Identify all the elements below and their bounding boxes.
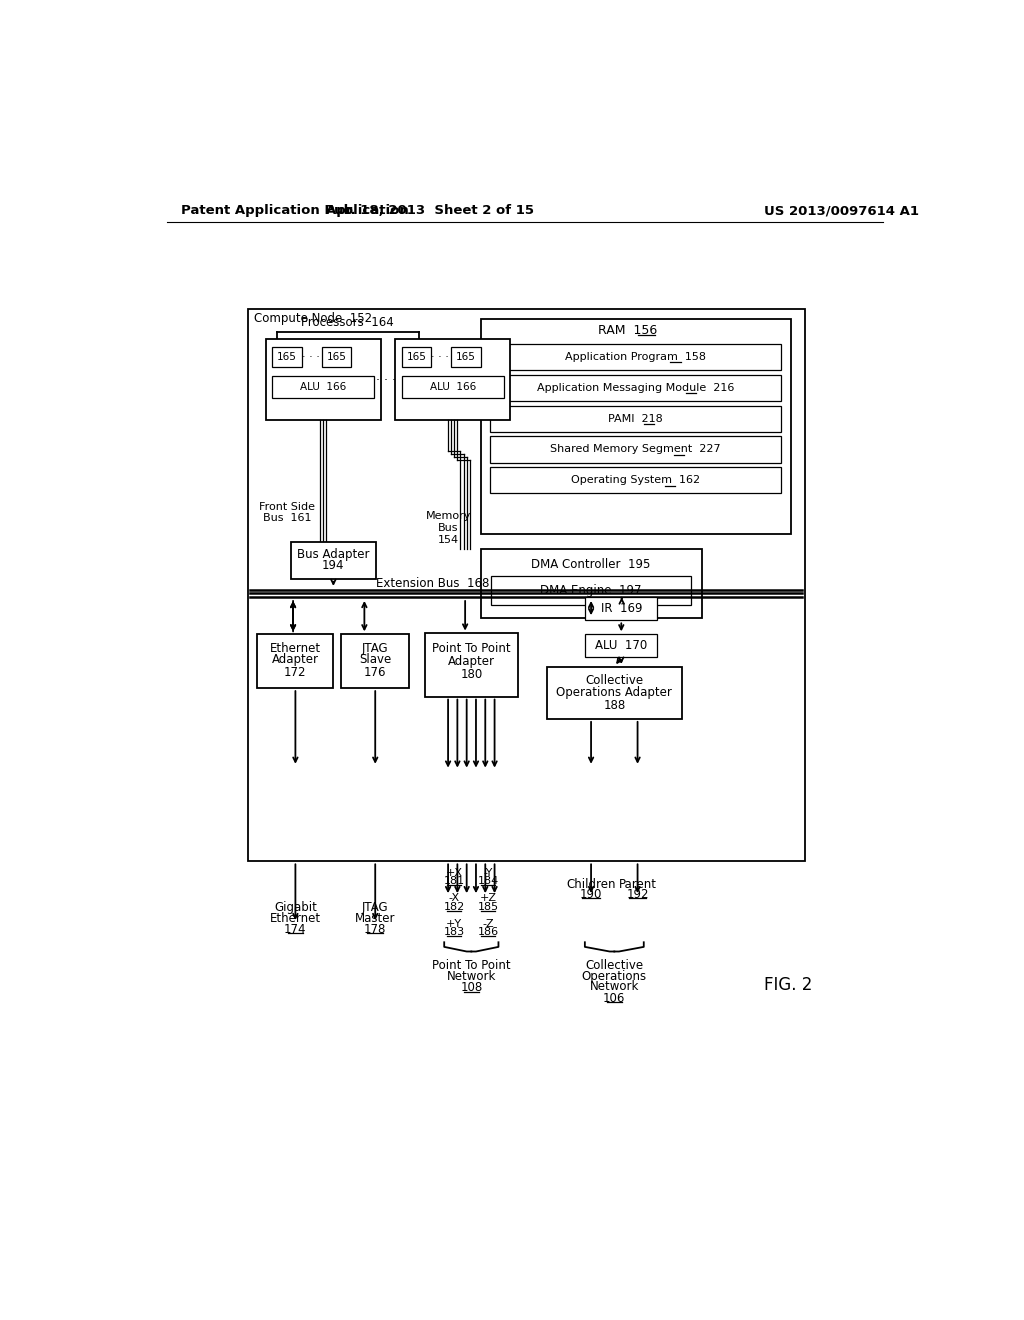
Text: ALU  166: ALU 166: [300, 381, 346, 392]
Text: Master: Master: [355, 912, 395, 925]
Text: Collective: Collective: [586, 675, 643, 686]
Text: ALU  170: ALU 170: [595, 639, 647, 652]
Text: 180: 180: [460, 668, 482, 681]
Text: 165: 165: [407, 352, 426, 362]
Bar: [586, 597, 657, 620]
Text: 176: 176: [364, 667, 386, 680]
Text: · · ·: · · ·: [302, 352, 319, 362]
Text: PAMI  218: PAMI 218: [608, 413, 663, 424]
Text: Application Program  158: Application Program 158: [565, 352, 707, 362]
Text: 106: 106: [603, 991, 626, 1005]
Text: IR  169: IR 169: [600, 602, 642, 615]
Text: Memory
Bus
154: Memory Bus 154: [425, 511, 471, 545]
Text: 181: 181: [443, 876, 465, 887]
Bar: [489, 405, 781, 432]
Bar: [480, 318, 791, 535]
Text: -X: -X: [449, 894, 460, 903]
Text: · · ·: · · ·: [431, 352, 450, 362]
Bar: [586, 635, 657, 657]
Text: Adapter: Adapter: [272, 653, 318, 667]
Text: Operating System  162: Operating System 162: [571, 475, 700, 486]
Text: 182: 182: [443, 902, 465, 912]
Text: JTAG: JTAG: [361, 642, 388, 655]
Text: JTAG: JTAG: [361, 902, 388, 915]
Text: +Z: +Z: [480, 894, 497, 903]
Text: 184: 184: [478, 876, 499, 887]
Bar: [272, 376, 375, 397]
Text: Application Messaging Module  216: Application Messaging Module 216: [537, 383, 734, 393]
Text: 165: 165: [456, 352, 476, 362]
Bar: [489, 375, 781, 401]
Text: Point To Point: Point To Point: [432, 958, 511, 972]
Bar: [425, 634, 518, 697]
Text: ALU  166: ALU 166: [430, 381, 476, 392]
Text: +X: +X: [445, 869, 463, 878]
Text: Shared Memory Segment  227: Shared Memory Segment 227: [550, 445, 721, 454]
Text: Apr. 18, 2013  Sheet 2 of 15: Apr. 18, 2013 Sheet 2 of 15: [327, 205, 535, 218]
Bar: [401, 376, 504, 397]
Text: Ethernet: Ethernet: [270, 642, 321, 655]
Text: 192: 192: [627, 888, 649, 902]
Text: 178: 178: [365, 923, 386, 936]
Text: Bus Adapter: Bus Adapter: [297, 548, 370, 561]
Bar: [322, 347, 351, 367]
Text: FIG. 2: FIG. 2: [764, 975, 812, 994]
Bar: [401, 347, 431, 367]
Text: 108: 108: [460, 981, 482, 994]
Bar: [452, 347, 480, 367]
Text: Operations Adapter: Operations Adapter: [556, 685, 672, 698]
Text: US 2013/0097614 A1: US 2013/0097614 A1: [764, 205, 919, 218]
Bar: [291, 543, 376, 579]
Text: DMA Engine  197: DMA Engine 197: [541, 583, 642, 597]
Text: Adapter: Adapter: [447, 655, 495, 668]
Text: Compute Node  152: Compute Node 152: [254, 312, 373, 325]
Bar: [489, 467, 781, 494]
Text: 188: 188: [603, 698, 626, 711]
Text: 194: 194: [323, 560, 345, 573]
Bar: [272, 347, 302, 367]
Text: RAM  156: RAM 156: [598, 325, 657, 338]
Text: 186: 186: [478, 927, 499, 937]
Text: 190: 190: [580, 888, 602, 902]
Text: Network: Network: [590, 981, 639, 994]
Text: 165: 165: [327, 352, 346, 362]
Text: 172: 172: [284, 667, 306, 680]
Bar: [489, 345, 781, 370]
Text: -Z: -Z: [482, 919, 495, 929]
Text: Children: Children: [566, 878, 615, 891]
Text: Ethernet: Ethernet: [270, 912, 321, 925]
Bar: [266, 339, 381, 420]
Bar: [547, 667, 682, 719]
Text: 185: 185: [478, 902, 499, 912]
Text: · · ·: · · ·: [376, 374, 396, 387]
Bar: [257, 635, 334, 688]
Bar: [248, 309, 805, 862]
Bar: [480, 549, 701, 618]
Text: Operations: Operations: [582, 970, 647, 982]
Text: Extension Bus  168: Extension Bus 168: [376, 577, 489, 590]
Text: Front Side
Bus  161: Front Side Bus 161: [259, 502, 314, 524]
Text: -Y: -Y: [483, 869, 494, 878]
Text: Parent: Parent: [618, 878, 656, 891]
Text: Point To Point: Point To Point: [432, 643, 511, 656]
Text: Gigabit: Gigabit: [274, 902, 316, 915]
Bar: [492, 576, 690, 605]
Text: Slave: Slave: [359, 653, 391, 667]
Text: Processors  164: Processors 164: [301, 315, 393, 329]
Bar: [489, 437, 781, 462]
Text: 165: 165: [276, 352, 297, 362]
Bar: [341, 635, 410, 688]
Text: DMA Controller  195: DMA Controller 195: [531, 557, 650, 570]
Text: Collective: Collective: [586, 958, 643, 972]
Text: Patent Application Publication: Patent Application Publication: [180, 205, 409, 218]
Text: 174: 174: [284, 923, 306, 936]
Bar: [395, 339, 510, 420]
Text: +Y: +Y: [446, 919, 463, 929]
Text: Network: Network: [446, 970, 496, 982]
Text: 183: 183: [443, 927, 465, 937]
